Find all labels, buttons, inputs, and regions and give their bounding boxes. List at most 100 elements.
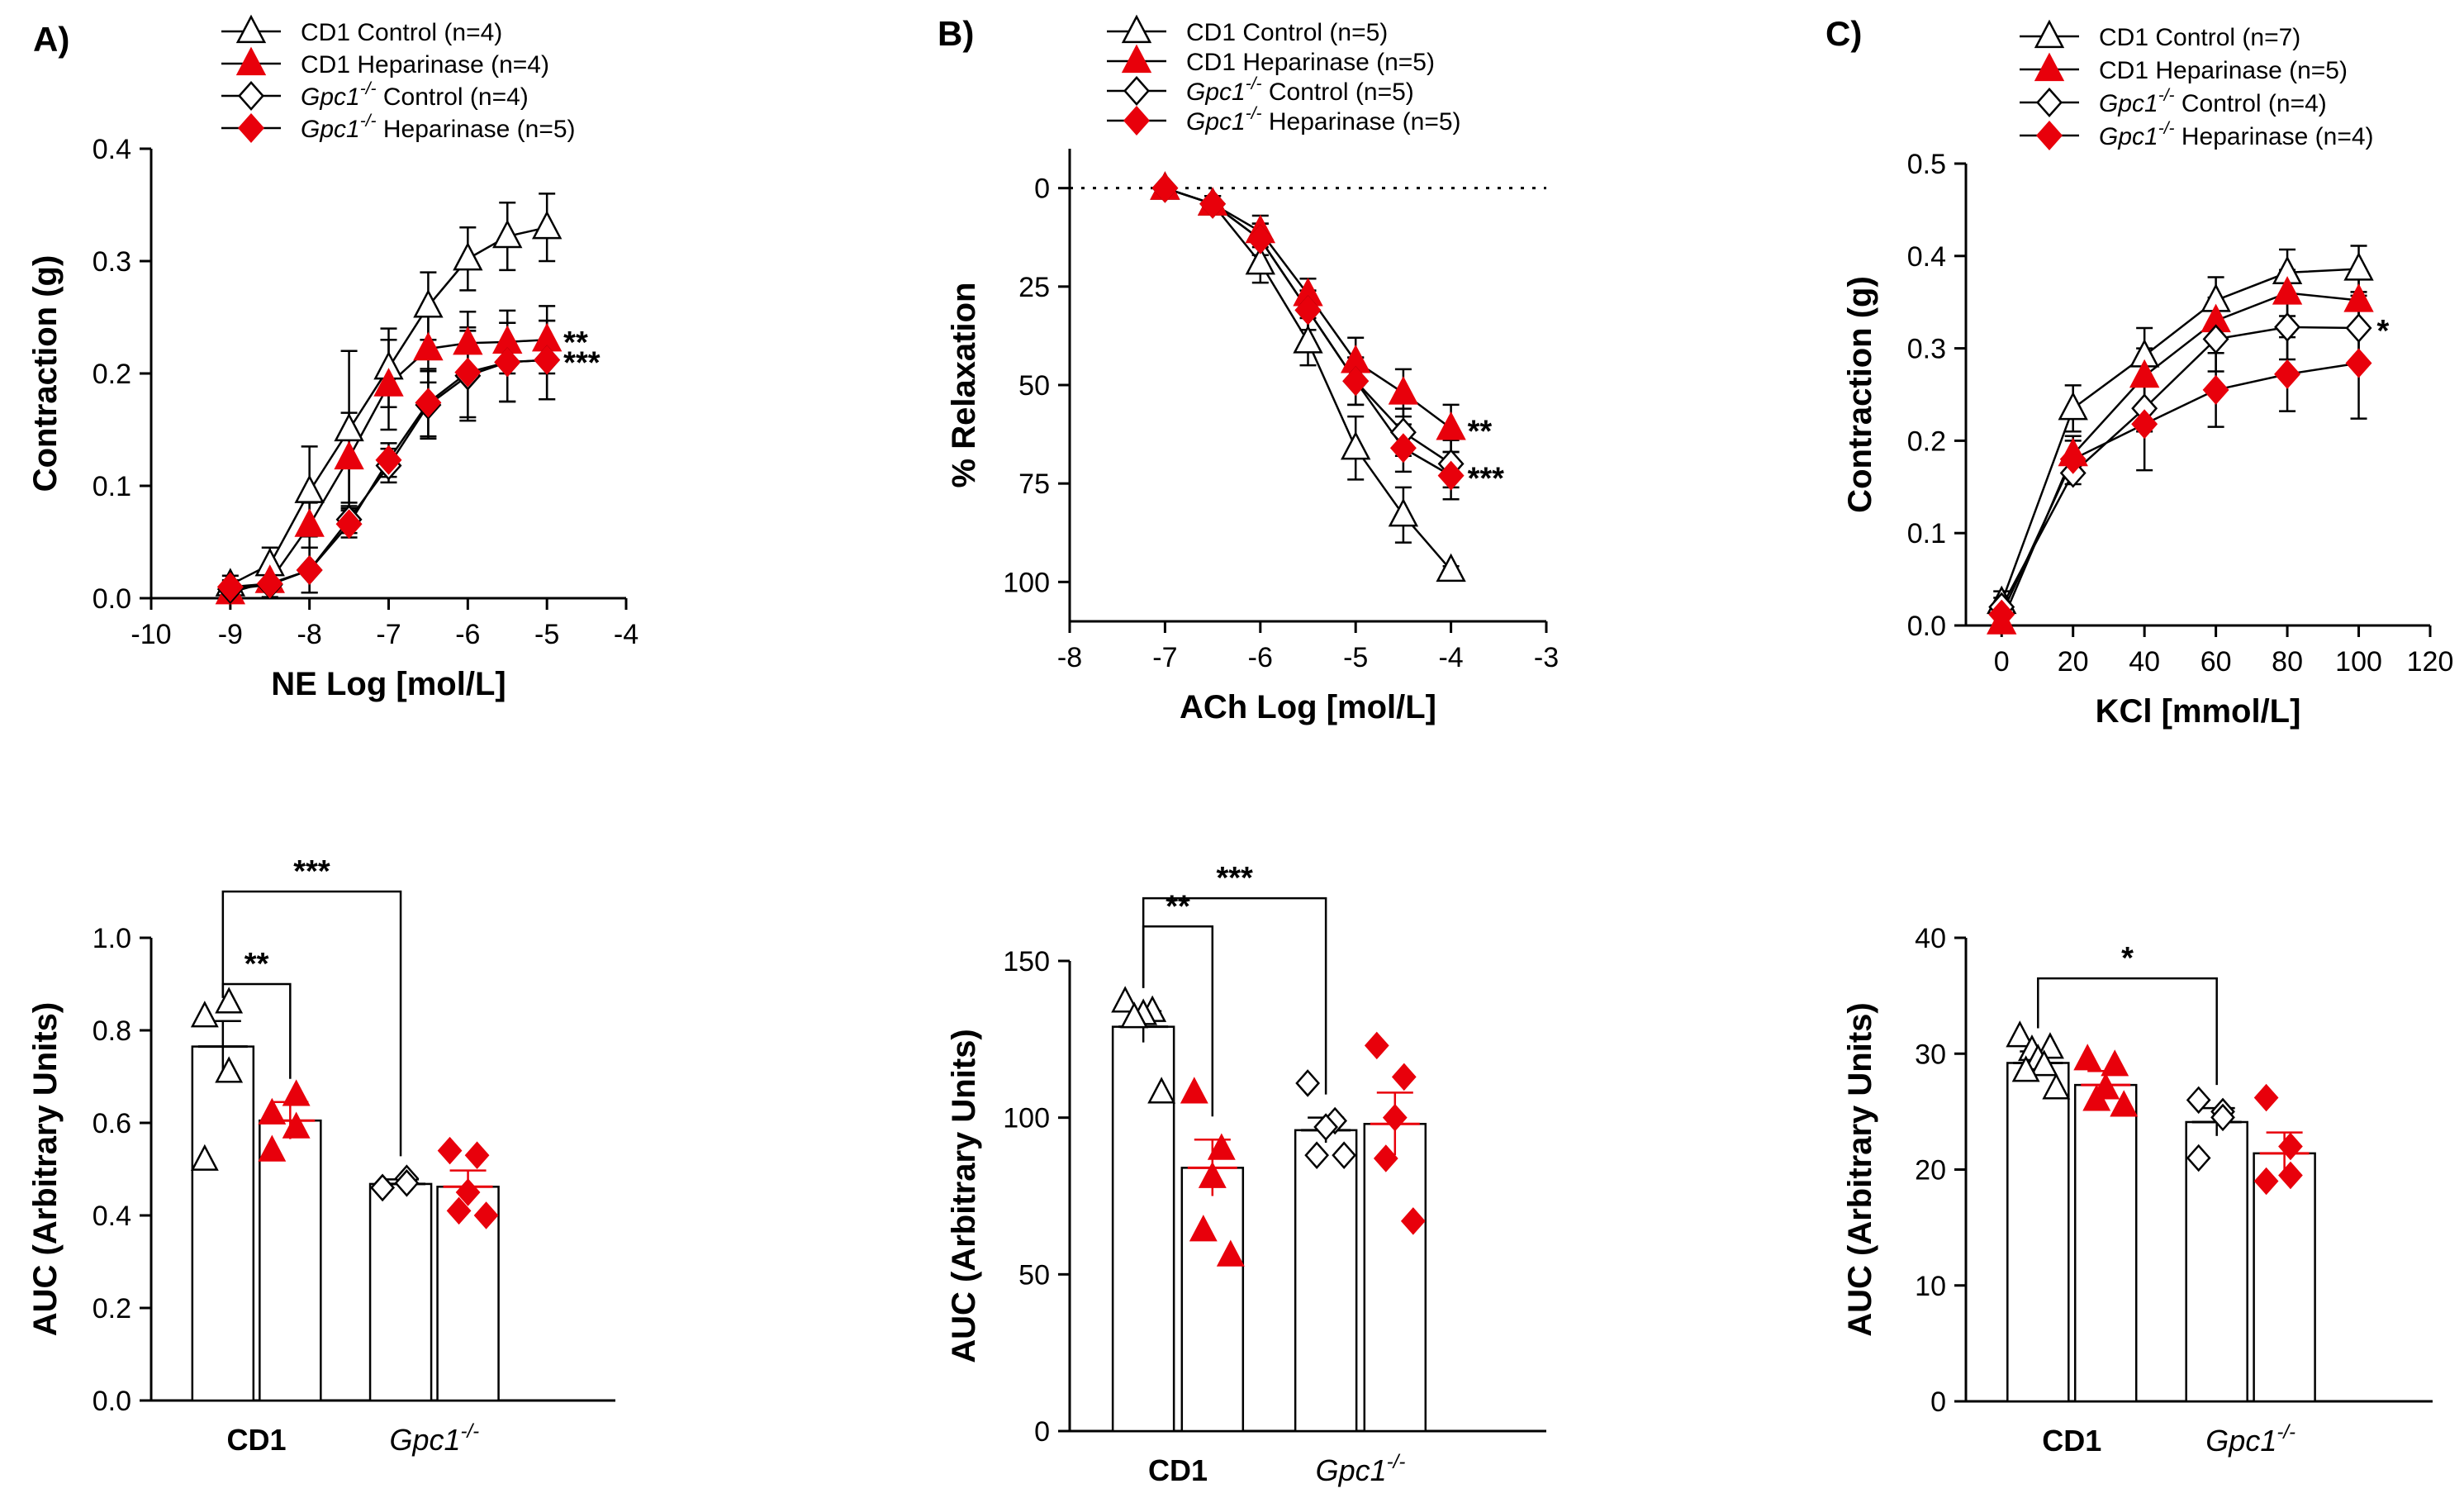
legend-group: Gpc1 <box>2099 90 2158 117</box>
chart-c-kcl-curve: 0 20 40 60 80 100 120 0.0 0.1 0.2 0.3 0.4 0.5 KCl [mm… <box>1842 149 2453 730</box>
data-point <box>2186 1144 2211 1172</box>
group-superscript: -/- <box>2276 1421 2295 1443</box>
significance-label: * <box>2377 314 2390 349</box>
legend-superscript: -/- <box>2158 86 2175 105</box>
significance-label: *** <box>1216 861 1253 896</box>
y-tick-label: 150 <box>1003 946 1050 977</box>
legend-marker <box>1123 75 1150 107</box>
legend-entry: CD1 Control (n=4) <box>221 14 502 46</box>
data-point <box>2042 1072 2071 1100</box>
series-line <box>2001 268 2359 603</box>
data-point <box>2082 1084 2111 1111</box>
data-point <box>2272 276 2303 305</box>
group-label: Gpc1-/- <box>2205 1421 2295 1458</box>
data-point <box>190 1144 219 1171</box>
x-tick-label: -5 <box>1343 642 1368 673</box>
y-tick-label: 0.0 <box>93 1386 131 1417</box>
y-tick-label: 0 <box>1034 174 1050 205</box>
y-tick-label: 0.2 <box>93 359 131 390</box>
data-point <box>2110 1090 2139 1117</box>
legend-marker <box>1123 105 1150 136</box>
group-name: Gpc1 <box>2205 1424 2276 1458</box>
data-point <box>453 326 483 355</box>
y-tick-label: 50 <box>1018 1259 1050 1291</box>
y-axis-label: Contraction (g) <box>1842 276 1878 513</box>
y-tick-label: 0.5 <box>1907 149 1946 180</box>
y-tick-label: 0.3 <box>93 246 131 278</box>
legend-marker <box>2036 87 2063 118</box>
data-point <box>1180 1077 1208 1104</box>
group-name: Gpc1 <box>1316 1453 1387 1487</box>
data-point <box>258 1097 287 1125</box>
data-point <box>2274 359 2301 389</box>
legend-label: Gpc1-/- Control (n=5) <box>1186 74 1414 106</box>
legend-marker <box>1121 44 1152 74</box>
data-point <box>1199 188 1227 219</box>
y-tick-label: 30 <box>1915 1039 1946 1070</box>
legend-text: Heparinase (n=4) <box>2175 123 2374 150</box>
legend-marker <box>235 14 267 44</box>
data-point <box>415 388 442 418</box>
data-point <box>1216 1239 1245 1267</box>
y-axis-label: Contraction (g) <box>27 255 64 492</box>
legend-entry: Gpc1-/- Heparinase (n=5) <box>1107 104 1461 136</box>
x-tick-label: -7 <box>1152 642 1177 673</box>
significance-bracket <box>1142 896 1327 1095</box>
data-point <box>2274 311 2301 342</box>
significance-label: * <box>2121 941 2134 976</box>
data-point <box>2253 1167 2279 1196</box>
data-point <box>1294 295 1322 326</box>
legend-entry: CD1 Heparinase (n=5) <box>1107 44 1435 76</box>
x-tick-label: -5 <box>534 619 559 650</box>
data-point <box>2006 1020 2034 1048</box>
y-tick-label: 0.4 <box>93 1201 131 1232</box>
data-point <box>294 508 325 537</box>
data-point <box>453 241 483 271</box>
bar <box>368 1182 433 1402</box>
data-point <box>2058 391 2088 421</box>
group-superscript: -/- <box>461 1420 480 1443</box>
legend-label: Gpc1-/- Control (n=4) <box>301 79 529 111</box>
legend-group: CD1 <box>301 51 350 78</box>
legend-panel-c: CD1 Control (n=7)CD1 Heparinase (n=5)Gpc… <box>2020 19 2374 151</box>
data-point <box>190 1001 219 1028</box>
legend-label: CD1 Heparinase (n=5) <box>1186 49 1435 76</box>
data-point <box>1391 1063 1417 1091</box>
legend-superscript: -/- <box>360 79 377 98</box>
significance-label: ** <box>1166 889 1190 924</box>
group-label: Gpc1-/- <box>1316 1451 1406 1487</box>
data-point <box>215 987 244 1014</box>
group-label: CD1 <box>227 1423 287 1457</box>
bar <box>2006 1062 2070 1403</box>
y-tick-label: 25 <box>1018 272 1050 303</box>
legend-group: CD1 <box>301 19 350 46</box>
series-line <box>2001 362 2359 616</box>
x-tick-label: 0 <box>1994 646 2010 678</box>
panel-label-b: B) <box>938 14 974 53</box>
data-point <box>534 345 561 375</box>
data-point <box>1382 1103 1408 1132</box>
y-tick-label: 0.4 <box>93 134 131 165</box>
data-point <box>2278 1132 2303 1161</box>
legend-label: Gpc1-/- Heparinase (n=5) <box>301 112 576 143</box>
bar <box>1363 1123 1427 1433</box>
legend-marker <box>2036 120 2063 151</box>
legend-group: Gpc1 <box>301 116 360 143</box>
data-point <box>1988 599 2015 630</box>
data-point <box>256 568 283 599</box>
data-point <box>1293 325 1323 354</box>
bar <box>259 1119 322 1402</box>
legend-group: CD1 <box>1186 49 1236 76</box>
legend-text: Heparinase (n=5) <box>377 116 576 143</box>
x-axis-label: NE Log [mol/L] <box>271 666 506 702</box>
data-point <box>454 357 482 388</box>
x-tick-label: 120 <box>2407 646 2454 678</box>
legend-entry: Gpc1-/- Heparinase (n=5) <box>221 112 576 144</box>
x-tick-label: 60 <box>2201 646 2232 678</box>
data-point <box>1341 430 1371 460</box>
legend-group: Gpc1 <box>1186 108 1246 136</box>
data-point <box>2343 283 2374 312</box>
data-point <box>2202 324 2229 354</box>
data-point <box>1437 460 1465 491</box>
legend-text: Control (n=5) <box>1262 78 1414 106</box>
